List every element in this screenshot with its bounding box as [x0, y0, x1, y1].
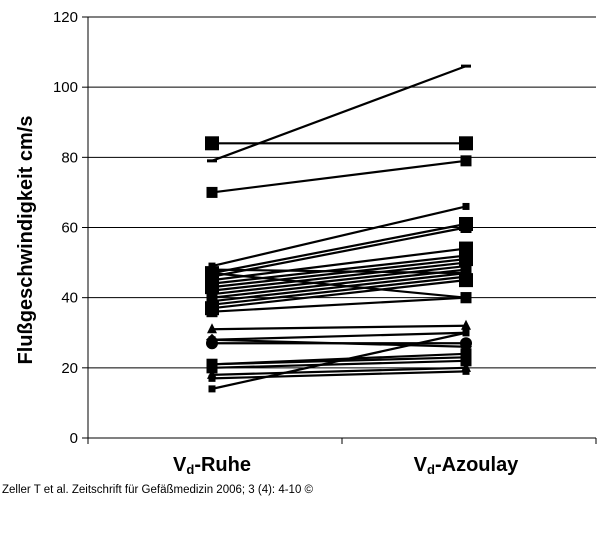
series-line — [211, 264, 467, 296]
series-line — [211, 331, 467, 390]
data-point-marker — [460, 292, 472, 304]
series-line — [211, 261, 467, 292]
data-point-marker — [207, 159, 217, 163]
series-line — [211, 272, 467, 303]
y-tick-label: 40 — [61, 290, 78, 307]
source-caption: Zeller T et al. Zeitschrift für Gefäßmed… — [2, 484, 314, 496]
series-line — [211, 205, 467, 268]
data-point-marker — [462, 367, 470, 375]
data-point-marker — [205, 136, 219, 151]
data-point-marker — [206, 333, 218, 346]
y-tick-label: 120 — [53, 9, 78, 26]
series-line — [211, 359, 467, 369]
series-line — [211, 247, 467, 282]
data-point-marker — [461, 64, 471, 68]
y-axis-label: Flußgeschwindigkeit cm/s — [15, 116, 37, 365]
series-line — [211, 331, 467, 341]
series-line — [211, 366, 467, 376]
series-line — [211, 272, 467, 299]
series-line — [211, 226, 467, 278]
series-line — [211, 324, 467, 331]
series-line — [211, 65, 467, 162]
line-chart: 0 20 40 60 80 100 120 Vd-Ruhe Vd-Azoulay Flußge… — [15, 9, 597, 477]
x-category-label: Vd-Ruhe — [173, 454, 251, 477]
data-point-marker — [459, 136, 473, 151]
x-category-label: Vd-Azoulay — [414, 454, 520, 477]
data-point-marker — [462, 329, 470, 337]
series-lines — [211, 65, 467, 390]
data-point-marker — [459, 273, 473, 288]
y-tick-label: 60 — [61, 220, 78, 237]
series-line — [211, 268, 467, 299]
y-tick-label: 0 — [70, 430, 78, 447]
y-tick-label: 20 — [61, 360, 78, 377]
data-point-marker — [461, 319, 471, 330]
series-line — [211, 279, 467, 310]
x-axis: Vd-Ruhe Vd-Azoulay — [87, 437, 597, 477]
gridlines — [88, 16, 596, 369]
data-point-marker — [460, 222, 472, 233]
series-line — [211, 257, 467, 289]
series-markers — [205, 64, 473, 393]
data-point-marker — [206, 306, 218, 318]
y-tick-label: 100 — [53, 79, 78, 96]
data-point-marker — [460, 355, 472, 367]
data-point-marker — [207, 323, 217, 334]
series-line — [211, 370, 467, 380]
data-point-marker — [208, 374, 216, 382]
data-point-marker — [208, 262, 216, 270]
data-point-marker — [206, 362, 218, 374]
series-line — [211, 268, 467, 275]
y-axis: 0 20 40 60 80 100 120 — [53, 9, 89, 447]
data-point-marker — [206, 267, 218, 279]
series-line — [211, 159, 467, 194]
y-tick-label: 80 — [61, 149, 78, 166]
series-line — [211, 254, 467, 285]
series-line — [211, 222, 467, 275]
series-line — [211, 338, 467, 348]
data-point-marker — [460, 155, 472, 167]
data-point-marker — [462, 202, 470, 210]
data-point-marker — [208, 385, 216, 393]
data-point-marker — [206, 186, 218, 198]
series-line — [211, 275, 467, 306]
series-line — [211, 296, 467, 313]
